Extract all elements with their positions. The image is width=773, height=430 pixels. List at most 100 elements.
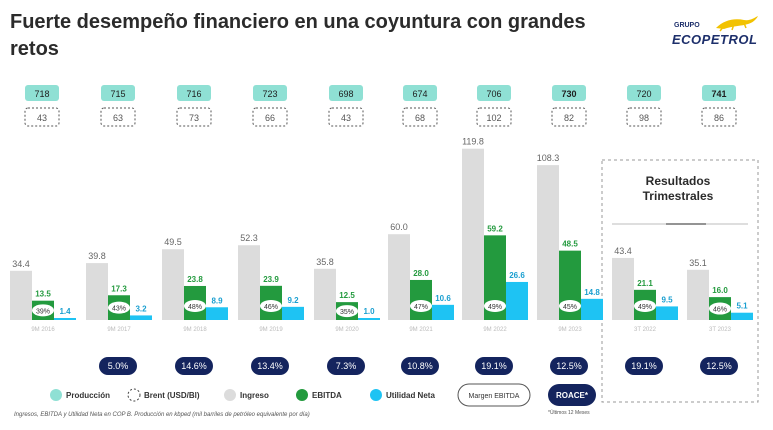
utilidad-bar [432,304,454,320]
logo-grupo-text: GRUPO [674,22,700,29]
brent-pill [476,107,512,127]
legend-produccion-label: Producción [66,391,110,400]
roace-value: 19.1% [631,361,657,371]
ingreso-bar [10,270,32,320]
ingreso-label: 35.8 [316,257,334,267]
ingreso-label: 60.0 [390,222,408,232]
ebitda-label: 23.8 [187,275,203,284]
production-pill [702,85,736,101]
roace-value: 7.3% [336,361,357,371]
roace-note: *Últimos 12 Meses [548,410,590,416]
ebitda-margin-value: 46% [713,307,727,314]
ebitda-margin-pill [184,300,206,312]
roace-pill [401,357,439,375]
ingreso-bar [462,148,484,320]
ebitda-margin-pill [336,305,358,318]
production-value: 723 [262,89,277,99]
legend-roace-label: ROACE* [556,391,589,400]
utilidad-bar [581,298,603,320]
ebitda-label: 17.3 [111,284,127,293]
production-value: 716 [186,89,201,99]
ebitda-margin-pill [634,300,656,312]
legend-ingreso-swatch [224,389,236,401]
production-value: 720 [636,89,651,99]
utilidad-bar [506,281,528,320]
brent-value: 73 [189,113,199,123]
footnote: Ingresos, EBITDA y Utilidad Neta en COP … [14,412,310,418]
utilidad-label: 10.6 [435,294,451,303]
ingreso-label: 49.5 [164,237,182,247]
roace-pill [700,357,738,375]
utilidad-label: 3.2 [135,304,147,313]
category-label: 9M 2023 [558,327,582,333]
brent-value: 102 [486,113,501,123]
utilidad-bar [656,306,678,320]
brent-pill [176,107,212,127]
roace-pill [550,357,588,375]
quarterly-results-box [601,159,759,403]
roace-value: 13.4% [257,361,283,371]
quarterly-title-line1: Resultados [645,174,711,188]
ingreso-label: 35.1 [689,258,707,268]
ebitda-margin-value: 47% [414,304,428,311]
production-pill [552,85,586,101]
quarterly-title-line2: Trimestrales [642,189,714,203]
brent-value: 86 [714,113,724,123]
utilidad-label: 9.2 [287,296,299,305]
utilidad-label: 8.9 [211,296,223,305]
category-label: 9M 2018 [183,327,207,333]
production-pill [477,85,511,101]
roace-value: 12.5% [706,361,732,371]
ebitda-margin-value: 39% [36,308,50,315]
brent-pill [701,107,737,127]
production-value: 741 [711,89,726,99]
roace-pill [327,357,365,375]
roace-pill [99,357,137,375]
ingreso-label: 34.4 [12,259,30,269]
production-value: 706 [486,89,501,99]
production-value: 715 [110,89,125,99]
utilidad-bar [206,307,228,320]
brent-value: 43 [341,113,351,123]
brent-value: 68 [415,113,425,123]
production-pill [177,85,211,101]
ingreso-bar [537,165,559,320]
brent-value: 43 [37,113,47,123]
ebitda-margin-value: 49% [488,304,502,311]
legend-brent-label: Brent (USD/Bl) [144,391,200,400]
ebitda-label: 28.0 [413,269,429,278]
roace-value: 10.8% [407,361,433,371]
iguana-icon [716,16,758,32]
slide-title: Fuerte desempeño financiero en una coyun… [10,11,586,60]
ingreso-bar [238,245,260,320]
ebitda-margin-value: 46% [264,304,278,311]
brent-pill [328,107,364,127]
ingreso-bar [314,268,336,320]
brent-value: 66 [265,113,275,123]
production-pill [329,85,363,101]
logo-brand-text: ECOPETROL [672,32,758,47]
ebitda-bar [484,235,506,320]
ingreso-label: 39.8 [88,251,106,261]
legend-ingreso-label: Ingreso [240,391,269,400]
ebitda-margin-value: 35% [340,309,354,316]
bars-layer: 718 43 34.4 13.5 39% 1.4 9M 2016 715 63 39.8 17.3 4… [10,85,753,375]
ebitda-margin-value: 43% [112,306,126,313]
ecopetrol-logo: GRUPO ECOPETROL [668,14,764,50]
legend-brent-swatch [127,388,141,402]
quarterly-results-title: Resultados Trimestrales [608,174,748,204]
legend-utilidad-swatch [370,389,382,401]
ingreso-bar [86,263,108,320]
legend-roace-pill [548,384,596,406]
production-pill [25,85,59,101]
ebitda-margin-pill [260,300,282,312]
ingreso-label: 43.4 [614,246,632,256]
legend: Producción Brent (USD/Bl) Ingreso EBITDA Uti… [50,383,596,407]
ebitda-margin-pill [709,302,731,315]
brent-value: 98 [639,113,649,123]
production-value: 718 [34,89,49,99]
ebitda-margin-value: 49% [638,304,652,311]
legend-margen-label: Margen EBITDA [469,393,520,400]
category-label: 3T 2022 [634,327,657,333]
